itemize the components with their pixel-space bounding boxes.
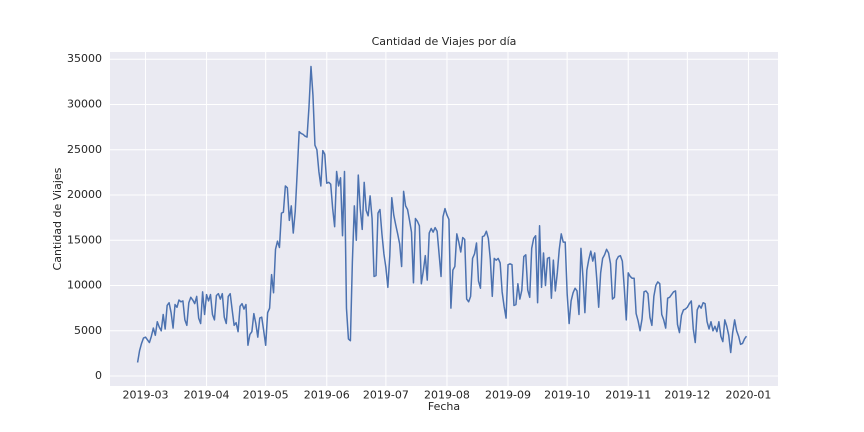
x-tick-label: 2019-12 [664,388,710,401]
y-tick-label: 25000 [67,143,102,156]
x-tick-label: 2019-04 [184,388,230,401]
y-axis-label: Cantidad de Viajes [51,167,64,270]
y-tick-label: 0 [95,369,102,382]
x-tick-label: 2019-11 [605,388,651,401]
marks [136,65,748,363]
y-tick-label: 30000 [67,97,102,110]
line-series [136,65,748,363]
x-tick-label: 2020-01 [725,388,771,401]
plot-area [110,52,778,386]
grid [110,52,778,386]
y-tick-label: 10000 [67,279,102,292]
x-tick-label: 2019-06 [304,388,350,401]
x-tick-label: 2019-03 [122,388,168,401]
x-tick-label: 2019-10 [544,388,590,401]
x-tick-label: 2019-05 [243,388,289,401]
x-tick-label: 2019-07 [363,388,409,401]
y-tick-label: 15000 [67,233,102,246]
chart-title: Cantidad de Viajes por día [372,35,517,48]
x-tick-label: 2019-09 [485,388,531,401]
x-tick-label: 2019-08 [424,388,470,401]
x-axis-label: Fecha [428,400,460,413]
y-tick-label: 5000 [74,324,102,337]
y-tick-label: 20000 [67,188,102,201]
y-tick-label: 35000 [67,52,102,65]
